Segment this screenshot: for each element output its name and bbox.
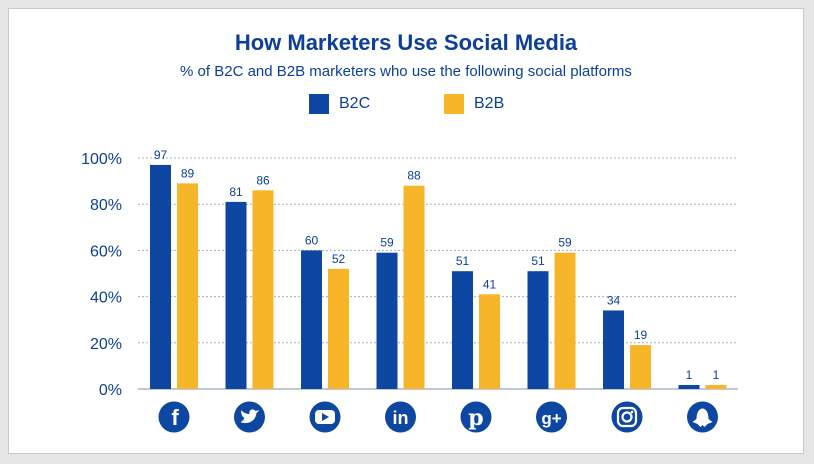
bar-b2c bbox=[225, 201, 247, 389]
data-label: 59 bbox=[380, 236, 394, 250]
data-label: 97 bbox=[154, 148, 168, 162]
youtube-play-glyph bbox=[322, 413, 329, 421]
snapchat-ghost-glyph bbox=[692, 408, 713, 427]
data-label: 52 bbox=[332, 252, 346, 266]
data-label: 51 bbox=[531, 254, 545, 268]
google-plus-icon bbox=[536, 401, 567, 433]
data-label: 81 bbox=[229, 185, 243, 199]
data-label: 89 bbox=[181, 166, 195, 180]
linkedin-icon bbox=[385, 401, 416, 433]
instagram-dot-glyph bbox=[630, 410, 634, 414]
chart-subtitle: % of B2C and B2B marketers who use the f… bbox=[180, 63, 632, 80]
twitter-bird-glyph bbox=[240, 409, 260, 424]
facebook-glyph: f bbox=[171, 405, 179, 430]
y-tick-label: 0% bbox=[99, 382, 122, 399]
instagram-lens-glyph bbox=[621, 411, 633, 423]
bar-b2c bbox=[678, 385, 700, 389]
y-tick-label: 100% bbox=[81, 151, 122, 168]
bar-b2b bbox=[479, 294, 500, 389]
bar-b2b bbox=[328, 268, 349, 389]
data-label: 60 bbox=[305, 233, 319, 247]
bar-b2b bbox=[177, 183, 198, 389]
data-label: 19 bbox=[634, 328, 648, 342]
bar-b2c bbox=[150, 164, 171, 389]
pinterest-glyph: p bbox=[468, 405, 483, 431]
data-label: 41 bbox=[483, 277, 497, 291]
bar-b2c bbox=[527, 271, 549, 389]
data-label: 34 bbox=[607, 293, 621, 307]
data-label: 88 bbox=[407, 169, 421, 183]
y-tick-label: 80% bbox=[90, 197, 122, 214]
pinterest-icon bbox=[460, 401, 492, 433]
data-label: 1 bbox=[686, 368, 693, 382]
bar-b2b bbox=[630, 345, 651, 389]
data-label: 51 bbox=[456, 254, 470, 268]
bar-b2c bbox=[452, 271, 473, 389]
instagram-icon bbox=[611, 401, 643, 433]
instagram-frame-glyph bbox=[616, 406, 638, 428]
google-plus-glyph: g+ bbox=[541, 409, 561, 428]
chart-title: How Marketers Use Social Media bbox=[234, 30, 578, 55]
bar-b2b bbox=[554, 252, 576, 389]
legend-label-b2b: B2B bbox=[474, 95, 505, 112]
y-tick-label: 40% bbox=[90, 290, 122, 307]
facebook-icon bbox=[158, 401, 190, 433]
y-tick-label: 20% bbox=[90, 336, 122, 353]
data-label: 59 bbox=[558, 236, 572, 250]
linkedin-glyph: in bbox=[393, 408, 409, 428]
bar-b2b bbox=[403, 185, 425, 389]
bar-b2c bbox=[376, 252, 398, 389]
legend-swatch-b2c bbox=[309, 94, 329, 114]
bar-b2c bbox=[603, 310, 624, 389]
bar-b2b bbox=[705, 385, 727, 389]
bar-b2c bbox=[301, 250, 322, 389]
y-tick-label: 60% bbox=[90, 243, 122, 260]
data-label: 86 bbox=[256, 173, 270, 187]
legend-label-b2c: B2C bbox=[339, 95, 371, 112]
bar-b2b bbox=[252, 190, 274, 389]
data-label: 1 bbox=[713, 368, 720, 382]
legend-swatch-b2b bbox=[444, 94, 464, 114]
